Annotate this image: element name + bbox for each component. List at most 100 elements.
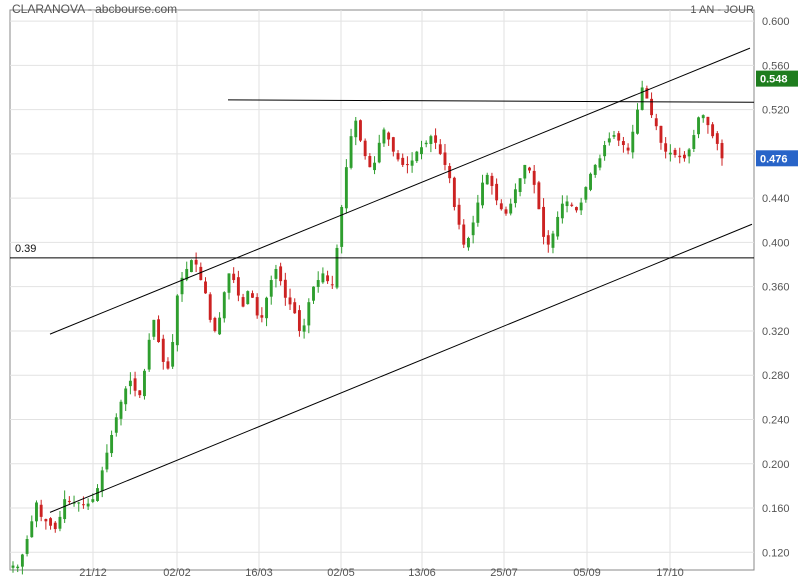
y-tick-label: 0.240: [762, 414, 790, 426]
candle-body: [35, 502, 38, 522]
candle-body: [218, 317, 222, 335]
candle-body: [110, 434, 114, 454]
candle-body: [143, 370, 146, 397]
candle-body: [476, 202, 480, 223]
candle-body: [251, 293, 254, 298]
candle-body: [391, 137, 395, 152]
candle-body: [194, 259, 198, 265]
candle-body: [100, 470, 104, 492]
candle-body: [499, 203, 503, 210]
candle-body: [645, 88, 649, 99]
candle-body: [166, 361, 170, 369]
price-badge-high: [756, 70, 798, 87]
y-tick-label: 0.200: [762, 459, 790, 471]
candle-body: [124, 388, 128, 405]
candle-body: [307, 302, 311, 326]
candle-body: [157, 319, 161, 343]
candle-body: [448, 166, 452, 179]
candle-body: [246, 291, 250, 305]
candle-body: [175, 295, 179, 346]
candle-body: [626, 147, 630, 151]
candle-body: [678, 155, 682, 158]
candle-body: [551, 233, 555, 248]
candle-body: [213, 317, 217, 331]
candle-body: [650, 98, 654, 116]
candle-body: [570, 204, 574, 206]
candle-body: [509, 203, 513, 214]
candle-body: [490, 175, 494, 186]
candle-body: [410, 160, 414, 166]
candle-body: [420, 147, 423, 155]
y-tick-label: 0.600: [762, 16, 790, 28]
candle-body: [621, 141, 625, 146]
candle-body: [279, 266, 283, 282]
y-tick-label: 0.560: [762, 60, 790, 72]
candle-body: [91, 499, 95, 502]
candle-body: [687, 149, 691, 157]
candle-body: [30, 521, 34, 538]
candle-body: [180, 277, 184, 295]
candle-body: [720, 143, 724, 159]
candle-body: [326, 275, 330, 282]
candle-body: [528, 167, 531, 171]
candle-body: [373, 162, 376, 171]
candle-body: [457, 204, 461, 225]
candle-body: [340, 206, 344, 247]
candle-body: [485, 174, 489, 185]
candle-body: [607, 138, 611, 143]
candle-body: [335, 247, 339, 288]
candle-body: [706, 116, 710, 126]
candle-body: [560, 203, 564, 219]
resistance-line: [227, 99, 755, 103]
candle-body: [603, 145, 607, 157]
candle-body: [316, 280, 320, 287]
candle-body: [513, 189, 517, 204]
candle-body: [152, 319, 156, 337]
candle-body: [368, 156, 372, 168]
candle-body: [39, 504, 43, 517]
y-tick-label: 0.320: [762, 326, 790, 338]
candle-body: [114, 417, 118, 433]
candle-body: [415, 151, 419, 162]
candle-body: [208, 294, 212, 320]
candle-body: [265, 297, 268, 319]
candle-body: [664, 143, 668, 152]
candle-body: [382, 129, 386, 144]
candle-body: [429, 136, 433, 144]
candle-body: [584, 187, 588, 200]
candle-body: [269, 280, 273, 297]
candle-body: [697, 117, 700, 135]
candle-body: [574, 207, 578, 211]
candle-body: [222, 292, 226, 319]
candle-body: [396, 153, 400, 160]
candle-body: [471, 222, 475, 236]
candle-body: [321, 273, 325, 283]
candle-body: [467, 237, 470, 248]
x-tick-label: 02/02: [163, 567, 191, 579]
candle-body: [11, 565, 15, 568]
candle-body: [438, 144, 442, 154]
axis-ticks: 0.6000.5600.5200.4800.4400.4000.3600.320…: [79, 16, 789, 579]
candle-body: [227, 273, 231, 293]
candle-body: [481, 182, 484, 206]
x-tick-label: 13/06: [408, 567, 436, 579]
x-tick-label: 02/05: [327, 567, 355, 579]
candle-body: [701, 115, 705, 119]
candle-body: [312, 286, 315, 301]
candle-body: [49, 518, 53, 526]
candle-body: [377, 142, 381, 163]
candle-body: [354, 120, 358, 138]
candle-body: [668, 152, 672, 155]
y-tick-label: 0.520: [762, 105, 790, 117]
candle-body: [405, 164, 409, 166]
y-tick-label: 0.440: [762, 193, 790, 205]
candle-body: [504, 209, 508, 214]
candle-body: [119, 401, 123, 419]
trend-lines: [10, 47, 755, 513]
candle-body: [631, 131, 635, 153]
candle-body: [640, 87, 644, 110]
period-label: 1 AN - JOUR: [690, 4, 754, 16]
candle-body: [612, 135, 616, 137]
x-tick-label: 25/07: [490, 567, 518, 579]
candle-body: [293, 302, 297, 314]
